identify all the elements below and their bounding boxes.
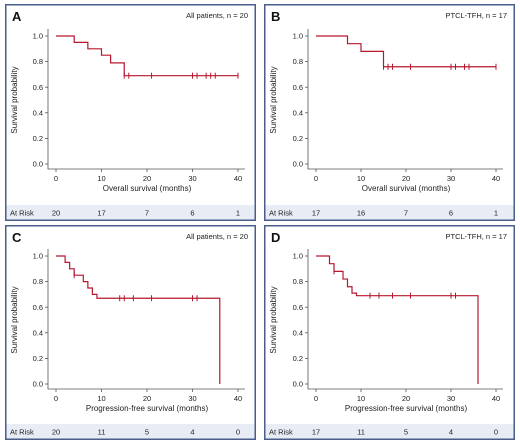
x-tick-label: 20 xyxy=(143,174,151,183)
x-axis-title: Overall survival (months) xyxy=(103,184,192,193)
at-risk-value: 6 xyxy=(449,209,453,218)
x-tick-label: 40 xyxy=(234,174,242,183)
y-tick-label: 0.2 xyxy=(33,134,43,143)
y-tick-label: 0.6 xyxy=(293,83,303,92)
y-tick-label: 1.0 xyxy=(33,252,43,261)
x-tick-label: 10 xyxy=(97,394,105,403)
x-tick-label: 40 xyxy=(492,174,500,183)
x-tick-label: 30 xyxy=(447,174,455,183)
y-tick-label: 0.6 xyxy=(33,83,43,92)
at-risk-value: 0 xyxy=(236,428,240,437)
y-tick-label: 0.4 xyxy=(293,108,303,117)
panel-title: All patients, n = 20 xyxy=(186,11,248,20)
y-axis-title: Survival probability xyxy=(269,286,278,353)
axes xyxy=(307,249,503,390)
at-risk-value: 16 xyxy=(357,209,365,218)
panel-letter: A xyxy=(12,9,22,24)
x-tick-label: 10 xyxy=(357,174,365,183)
at-risk-value: 1 xyxy=(236,209,240,218)
y-tick-label: 1.0 xyxy=(293,252,303,261)
y-tick-label: 0.2 xyxy=(293,134,303,143)
y-axis-title: Survival probability xyxy=(10,66,19,133)
x-tick-label: 40 xyxy=(492,394,500,403)
panel-title: All patients, n = 20 xyxy=(186,232,248,241)
x-tick-label: 0 xyxy=(314,394,318,403)
axes xyxy=(47,249,245,390)
km-panel-b: B PTCL-TFH, n = 17 0.0 0.2 0.4 0.6 0.8 1.0 0 10 20… xyxy=(264,4,515,221)
y-tick-label: 1.0 xyxy=(293,32,303,41)
at-risk-value: 17 xyxy=(312,428,320,437)
panel-title: PTCL-TFH, n = 17 xyxy=(446,232,507,241)
y-tick-label: 0.6 xyxy=(293,303,303,312)
x-axis-title: Progression-free survival (months) xyxy=(345,404,468,413)
at-risk-strip xyxy=(265,424,514,439)
x-axis-title: Overall survival (months) xyxy=(362,184,451,193)
y-axis-title: Survival probability xyxy=(10,286,19,353)
at-risk-value: 6 xyxy=(190,209,194,218)
at-risk-strip xyxy=(265,205,514,220)
y-tick-label: 0.4 xyxy=(33,328,43,337)
x-tick-label: 0 xyxy=(314,174,318,183)
x-tick-label: 20 xyxy=(402,394,410,403)
at-risk-value: 5 xyxy=(145,428,149,437)
at-risk-value: 17 xyxy=(97,209,105,218)
at-risk-value: 17 xyxy=(312,209,320,218)
x-tick-label: 30 xyxy=(188,174,196,183)
x-tick-label: 0 xyxy=(54,174,58,183)
x-tick-label: 30 xyxy=(447,394,455,403)
at-risk-strip xyxy=(6,205,255,220)
at-risk-value: 4 xyxy=(449,428,453,437)
y-tick-label: 0.2 xyxy=(33,354,43,363)
x-tick-label: 10 xyxy=(97,174,105,183)
at-risk-value: 11 xyxy=(357,428,365,437)
km-curve xyxy=(56,255,221,384)
at-risk-label: At Risk xyxy=(269,209,293,218)
km-curve xyxy=(316,255,479,384)
axes xyxy=(47,29,245,170)
y-tick-label: 0.2 xyxy=(293,354,303,363)
y-axis-title: Survival probability xyxy=(269,66,278,133)
y-tick-label: 0.6 xyxy=(33,303,43,312)
at-risk-value: 7 xyxy=(404,209,408,218)
at-risk-label: At Risk xyxy=(269,428,293,437)
panel-title: PTCL-TFH, n = 17 xyxy=(446,11,507,20)
x-tick-label: 30 xyxy=(188,394,196,403)
y-tick-label: 0.4 xyxy=(293,328,303,337)
x-tick-label: 10 xyxy=(357,394,365,403)
at-risk-strip xyxy=(6,424,255,439)
y-tick-label: 0.0 xyxy=(33,160,43,169)
at-risk-value: 11 xyxy=(98,428,106,437)
panel-letter: C xyxy=(12,230,22,245)
km-panel-a: A All patients, n = 20 0.0 0.2 0.4 0.6 0.8 1.0 0… xyxy=(5,4,256,221)
y-tick-label: 0.4 xyxy=(33,108,43,117)
at-risk-label: At Risk xyxy=(10,428,34,437)
at-risk-value: 4 xyxy=(190,428,194,437)
at-risk-value: 0 xyxy=(494,428,498,437)
x-tick-label: 0 xyxy=(54,394,58,403)
x-tick-label: 20 xyxy=(143,394,151,403)
at-risk-value: 7 xyxy=(145,209,149,218)
y-tick-label: 0.0 xyxy=(293,380,303,389)
y-tick-label: 0.8 xyxy=(293,277,303,286)
at-risk-value: 5 xyxy=(404,428,408,437)
y-tick-label: 0.0 xyxy=(293,160,303,169)
panel-letter: B xyxy=(271,9,280,24)
y-tick-label: 1.0 xyxy=(33,32,43,41)
axes xyxy=(307,29,503,170)
y-tick-label: 0.8 xyxy=(33,277,43,286)
y-tick-label: 0.0 xyxy=(33,380,43,389)
at-risk-label: At Risk xyxy=(10,209,34,218)
km-curve xyxy=(56,35,238,77)
x-axis-title: Progression-free survival (months) xyxy=(86,404,209,413)
at-risk-value: 20 xyxy=(52,209,60,218)
km-panel-d: D PTCL-TFH, n = 17 0.0 0.2 0.4 0.6 0.8 1.0 0 10 20… xyxy=(264,225,515,440)
at-risk-value: 20 xyxy=(52,428,60,437)
y-tick-label: 0.8 xyxy=(293,57,303,66)
x-tick-label: 20 xyxy=(402,174,410,183)
at-risk-value: 1 xyxy=(494,209,498,218)
km-panel-c: C All patients, n = 20 0.0 0.2 0.4 0.6 0.8 1.0 0… xyxy=(5,225,256,440)
x-tick-label: 40 xyxy=(234,394,242,403)
panel-letter: D xyxy=(271,230,280,245)
y-tick-label: 0.8 xyxy=(33,57,43,66)
